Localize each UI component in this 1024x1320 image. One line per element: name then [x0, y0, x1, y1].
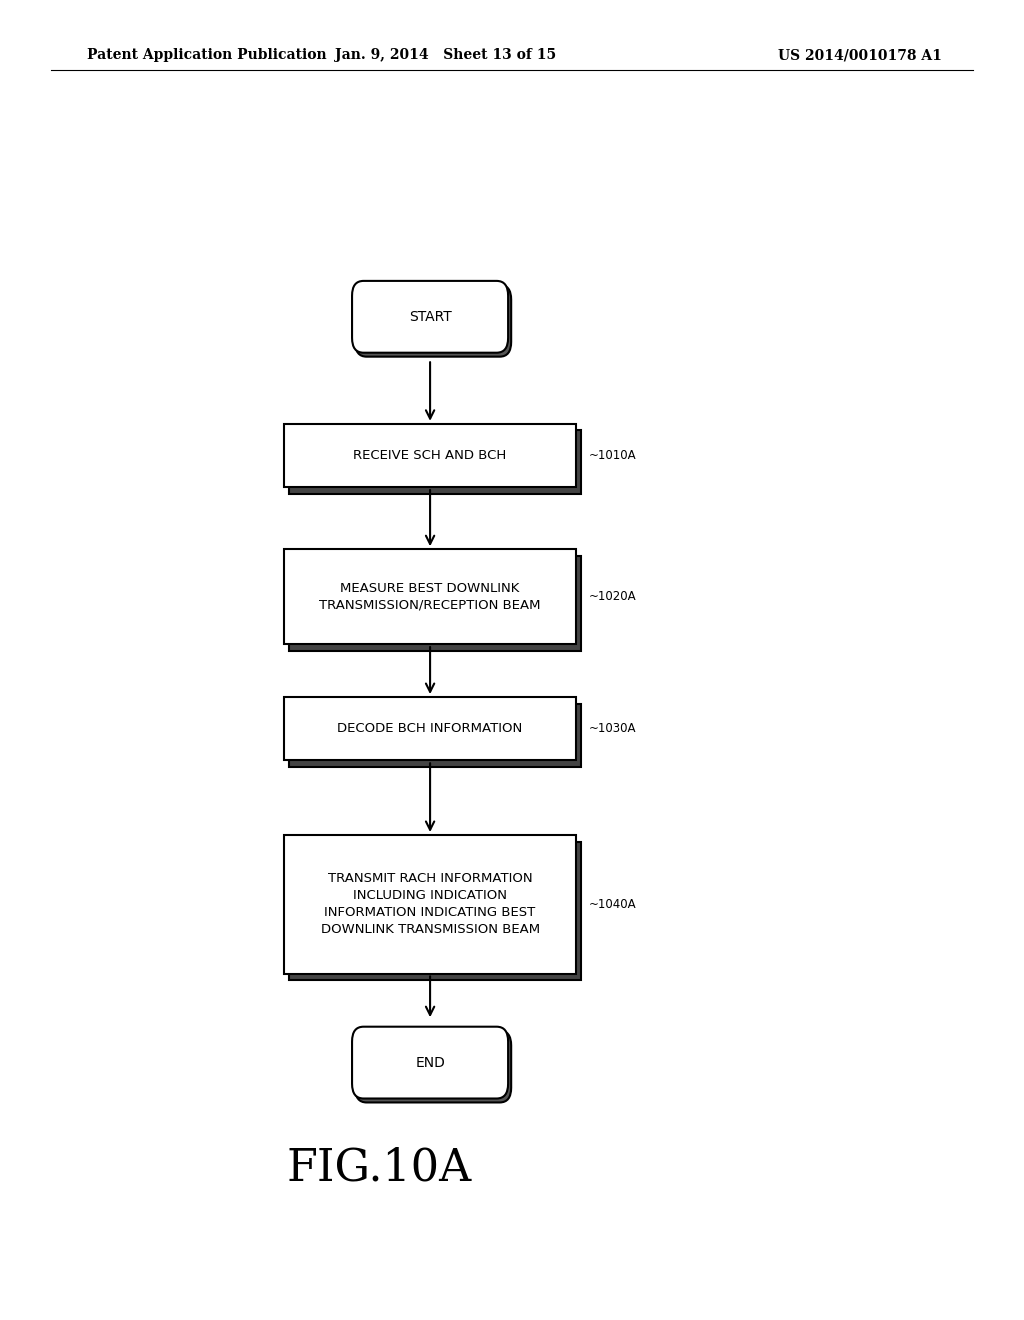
FancyBboxPatch shape: [284, 424, 575, 487]
Text: Jan. 9, 2014   Sheet 13 of 15: Jan. 9, 2014 Sheet 13 of 15: [335, 49, 556, 62]
Text: FIG.10A: FIG.10A: [287, 1147, 471, 1189]
FancyBboxPatch shape: [289, 556, 581, 651]
Text: Patent Application Publication: Patent Application Publication: [87, 49, 327, 62]
FancyBboxPatch shape: [355, 285, 511, 356]
Text: DECODE BCH INFORMATION: DECODE BCH INFORMATION: [338, 722, 522, 735]
FancyBboxPatch shape: [352, 281, 508, 352]
Text: END: END: [415, 1056, 445, 1069]
FancyBboxPatch shape: [289, 842, 581, 979]
Text: START: START: [409, 310, 452, 323]
FancyBboxPatch shape: [352, 1027, 508, 1098]
Text: MEASURE BEST DOWNLINK
TRANSMISSION/RECEPTION BEAM: MEASURE BEST DOWNLINK TRANSMISSION/RECEP…: [319, 582, 541, 611]
Text: ~1030A: ~1030A: [588, 722, 636, 735]
FancyBboxPatch shape: [284, 697, 575, 760]
Text: ~1010A: ~1010A: [588, 449, 636, 462]
FancyBboxPatch shape: [284, 549, 575, 644]
Text: US 2014/0010178 A1: US 2014/0010178 A1: [778, 49, 942, 62]
Text: ~1020A: ~1020A: [588, 590, 636, 603]
Text: RECEIVE SCH AND BCH: RECEIVE SCH AND BCH: [353, 449, 507, 462]
Text: ~1040A: ~1040A: [588, 898, 636, 911]
FancyBboxPatch shape: [289, 704, 581, 767]
FancyBboxPatch shape: [289, 430, 581, 494]
FancyBboxPatch shape: [355, 1031, 511, 1102]
FancyBboxPatch shape: [284, 836, 575, 974]
Text: TRANSMIT RACH INFORMATION
INCLUDING INDICATION
INFORMATION INDICATING BEST
DOWNL: TRANSMIT RACH INFORMATION INCLUDING INDI…: [321, 873, 540, 936]
